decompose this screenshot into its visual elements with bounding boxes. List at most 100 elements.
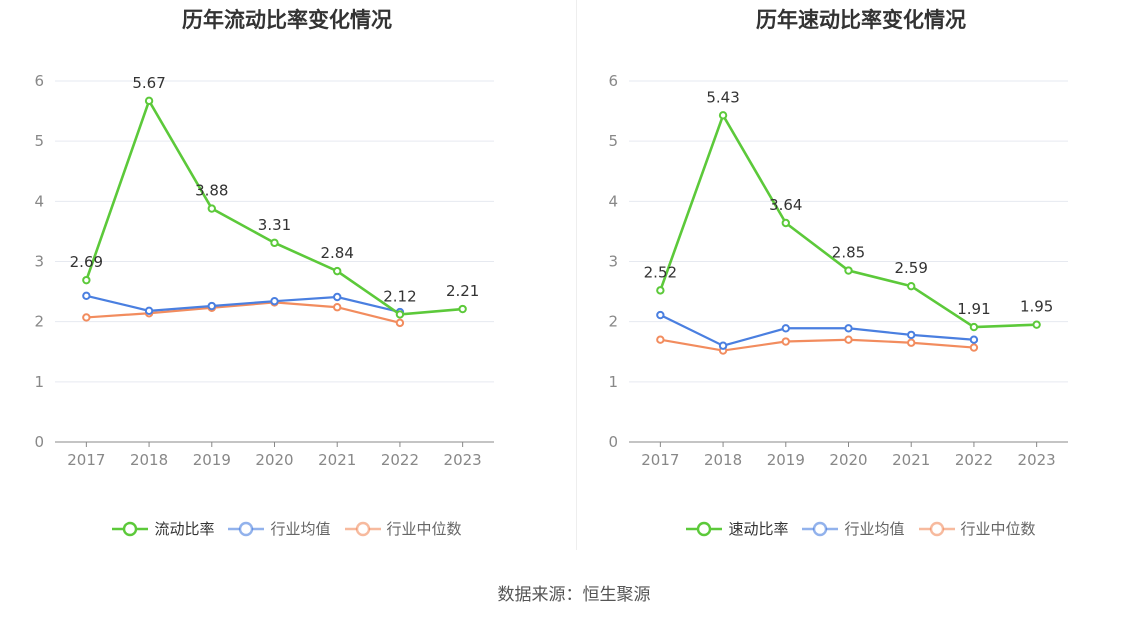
data-point — [82, 313, 91, 322]
data-point — [718, 111, 728, 120]
series-line — [86, 294, 401, 314]
data-point — [656, 286, 665, 295]
series-line — [85, 97, 463, 316]
x-tick-label: 2017 — [641, 451, 679, 469]
y-tick-label: 6 — [608, 72, 618, 90]
x-tick-label: 2018 — [130, 451, 168, 469]
y-tick-label: 0 — [608, 433, 618, 451]
data-point — [144, 96, 154, 106]
legend-label: 行业中位数 — [960, 520, 1036, 538]
y-tick-label: 1 — [34, 373, 44, 391]
legend: 流动比率 行业均值 行业中位数 — [0, 518, 574, 539]
data-point — [781, 324, 790, 333]
chart-title: 历年流动比率变化情况 — [182, 8, 392, 32]
legend-item[interactable]: 流动比率 — [112, 518, 214, 539]
y-tick-label: 2 — [608, 313, 618, 331]
legend-label: 速动比率 — [728, 520, 789, 538]
legend-item[interactable]: 行业均值 — [802, 518, 905, 539]
data-point — [207, 301, 216, 311]
legend-label: 流动比率 — [154, 520, 215, 538]
data-point — [844, 266, 853, 275]
legend-line-circle-icon — [918, 521, 955, 536]
data-label: 1.95 — [1020, 298, 1053, 316]
data-point — [207, 204, 216, 213]
current-ratio-chart: 0 1 2 3 4 5 6 2017 2018 2019 2020 2021 2022 2023 2.69 5… — [34, 72, 494, 469]
data-point — [907, 338, 916, 347]
x-tick-label: 2022 — [955, 451, 993, 469]
data-label: 2.85 — [832, 244, 865, 262]
legend-line-circle-icon — [802, 521, 839, 536]
data-point — [656, 335, 665, 344]
data-point — [907, 330, 916, 340]
x-tick-label: 2023 — [1018, 451, 1056, 469]
series-line — [660, 338, 975, 352]
x-tick-label: 2023 — [444, 451, 482, 469]
data-label: 2.52 — [644, 263, 677, 281]
data-point — [969, 343, 979, 352]
legend-item[interactable]: 行业中位数 — [344, 518, 462, 539]
x-tick-label: 2018 — [704, 451, 742, 469]
x-tick-label: 2019 — [193, 451, 231, 469]
panel-divider — [576, 0, 577, 550]
y-tick-label: 2 — [34, 313, 44, 331]
data-label: 3.88 — [195, 182, 228, 200]
legend-line-circle-icon — [686, 521, 723, 536]
data-source: 数据来源：恒生聚源 — [497, 585, 651, 605]
data-point — [718, 341, 728, 350]
data-label: 1.91 — [957, 300, 990, 318]
chart-title: 历年速动比率变化情况 — [756, 8, 966, 32]
data-point — [781, 218, 790, 228]
data-label: 2.21 — [446, 282, 479, 300]
current-ratio-panel: 历年流动比率变化情况 0 1 2 3 4 5 6 2017 2018 2019 2020 2021 20… — [0, 0, 574, 560]
data-point — [1032, 320, 1041, 329]
x-tick-label: 2020 — [829, 451, 867, 469]
data-point — [395, 310, 405, 319]
y-tick-label: 0 — [34, 433, 44, 451]
y-tick-label: 3 — [34, 253, 44, 271]
data-point — [270, 297, 279, 306]
data-point — [844, 335, 853, 344]
legend-label: 行业均值 — [270, 520, 331, 538]
data-point — [270, 238, 279, 248]
x-tick-label: 2020 — [255, 451, 293, 469]
y-tick-label: 3 — [608, 253, 618, 271]
data-point — [969, 322, 979, 332]
data-point — [844, 324, 853, 333]
data-point — [82, 291, 91, 300]
data-point — [969, 335, 979, 344]
x-tick-label: 2022 — [381, 451, 419, 469]
quick-ratio-chart: 0 1 2 3 4 5 6 2017 2018 2019 2020 2021 2022 2023 2.52 5… — [608, 72, 1068, 469]
data-point — [781, 337, 790, 346]
data-point — [907, 281, 916, 291]
x-tick-label: 2019 — [767, 451, 805, 469]
legend-item[interactable]: 速动比率 — [686, 518, 788, 539]
legend-item[interactable]: 行业均值 — [228, 518, 331, 539]
data-point — [144, 306, 154, 316]
y-tick-label: 1 — [608, 373, 618, 391]
legend-item[interactable]: 行业中位数 — [918, 518, 1036, 539]
data-label: 2.12 — [383, 287, 416, 305]
series-line — [659, 314, 975, 347]
data-label: 2.59 — [895, 259, 928, 277]
data-label: 2.84 — [321, 244, 354, 262]
quick-ratio-panel: 历年速动比率变化情况 0 1 2 3 4 5 6 2017 2018 2019 2020 2021 20… — [574, 0, 1148, 560]
data-point — [656, 310, 665, 320]
x-tick-label: 2021 — [318, 451, 356, 469]
data-point — [333, 266, 342, 276]
legend-line-circle-icon — [344, 521, 381, 536]
data-point — [333, 303, 342, 312]
data-label: 5.43 — [706, 88, 739, 106]
data-label: 2.69 — [70, 253, 103, 271]
data-point — [458, 304, 467, 314]
x-tick-label: 2021 — [892, 451, 930, 469]
x-tick-label: 2017 — [67, 451, 105, 469]
y-tick-label: 5 — [34, 132, 44, 150]
y-tick-label: 6 — [34, 72, 44, 90]
y-tick-label: 5 — [608, 132, 618, 150]
series-line — [86, 301, 401, 324]
data-label: 3.31 — [258, 216, 291, 234]
data-label: 5.67 — [132, 74, 165, 92]
legend-label: 行业均值 — [844, 520, 905, 538]
y-tick-label: 4 — [608, 192, 618, 210]
legend-line-circle-icon — [112, 521, 149, 536]
